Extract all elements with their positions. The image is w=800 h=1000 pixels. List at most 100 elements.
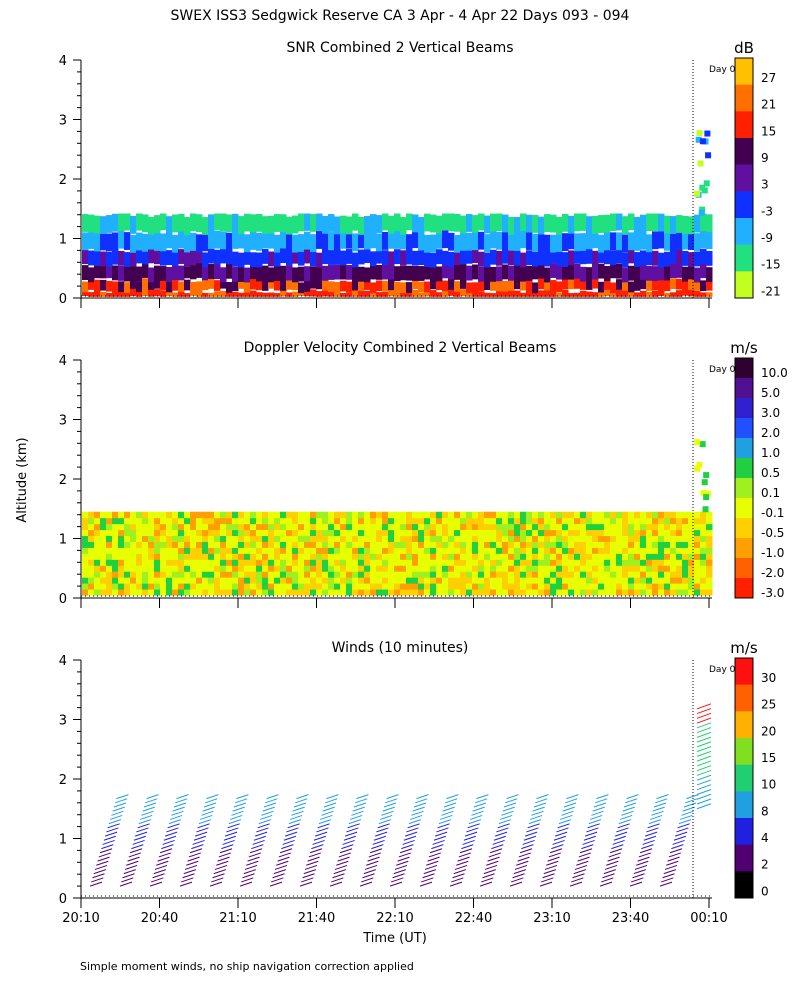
velocity-cell	[118, 517, 125, 525]
velocity-cell	[640, 571, 647, 578]
snr-cell	[628, 289, 635, 297]
velocity-cell	[226, 571, 233, 578]
velocity-cell	[526, 577, 533, 584]
wind-barb	[287, 823, 300, 829]
snr-cell	[550, 248, 557, 264]
velocity-cell	[286, 583, 293, 590]
colorbar-segment	[735, 358, 753, 379]
velocity-cell	[208, 559, 215, 566]
snr-cell	[532, 291, 539, 297]
velocity-cell	[388, 577, 395, 584]
velocity-cell	[598, 535, 605, 542]
velocity-cell	[376, 541, 383, 548]
wind-barb	[394, 864, 408, 870]
snr-cell	[214, 264, 221, 280]
wind-barb	[677, 823, 690, 829]
snr-cell	[208, 248, 215, 264]
wind-barb	[278, 852, 291, 858]
snr-cell	[142, 233, 149, 252]
velocity-cell	[250, 589, 257, 596]
wind-barb	[696, 736, 712, 743]
snr-cell	[484, 215, 491, 234]
velocity-cell	[124, 541, 131, 548]
velocity-cell	[100, 541, 107, 548]
velocity-cell	[454, 517, 461, 525]
snr-cell	[394, 231, 401, 249]
velocity-cell	[568, 541, 575, 548]
velocity-cell	[82, 565, 89, 572]
wind-barb	[175, 798, 188, 804]
velocity-cell	[172, 517, 179, 525]
wind-barb	[269, 881, 283, 887]
velocity-cell	[532, 589, 539, 596]
velocity-cell	[454, 589, 461, 596]
velocity-cell	[208, 565, 215, 572]
snr-cell	[598, 263, 605, 279]
velocity-cell	[292, 583, 299, 590]
velocity-cell	[702, 506, 709, 513]
velocity-cell	[436, 541, 443, 548]
snr-cell	[430, 234, 437, 253]
velocity-cell	[400, 559, 407, 566]
snr-cell	[244, 213, 251, 232]
velocity-cell	[430, 547, 437, 554]
velocity-cell	[136, 541, 143, 548]
snr-cell	[88, 292, 95, 297]
velocity-cell	[544, 529, 551, 537]
velocity-cell	[586, 523, 593, 531]
snr-cell	[100, 263, 107, 279]
velocity-cell	[688, 589, 695, 596]
velocity-cell	[628, 583, 635, 590]
snr-cell	[454, 250, 461, 266]
velocity-cell	[364, 511, 371, 519]
velocity-cell	[196, 583, 203, 590]
velocity-cell	[508, 547, 515, 554]
velocity-cell	[472, 541, 479, 548]
snr-cell	[346, 230, 353, 249]
velocity-cell	[442, 553, 449, 560]
snr-cell	[94, 263, 101, 279]
snr-cell	[220, 231, 227, 250]
velocity-cell	[202, 541, 209, 548]
velocity-cell	[202, 577, 209, 584]
velocity-cell	[646, 523, 653, 531]
wind-barb	[629, 881, 643, 887]
wind-barb	[111, 810, 124, 816]
velocity-cell	[538, 511, 545, 519]
velocity-cell	[466, 553, 473, 560]
velocity-cell	[496, 523, 503, 531]
wind-barb	[483, 869, 496, 875]
velocity-cell	[598, 523, 605, 531]
velocity-cell	[298, 559, 305, 566]
velocity-cell	[628, 571, 635, 578]
wind-barb	[509, 881, 523, 887]
snr-cell	[490, 213, 497, 232]
snr-cell	[496, 250, 503, 266]
velocity-cell	[496, 571, 503, 578]
velocity-cell	[250, 577, 257, 584]
velocity-cell	[148, 553, 155, 560]
wind-barb	[456, 860, 469, 866]
colorbar-segment	[735, 418, 753, 439]
velocity-cell	[382, 583, 389, 590]
snr-cell	[622, 289, 629, 297]
snr-cell	[232, 291, 239, 297]
velocity-cell	[556, 553, 563, 560]
snr-cell	[130, 278, 137, 289]
velocity-cell	[574, 529, 581, 537]
velocity-cell	[178, 517, 185, 525]
velocity-cell	[226, 529, 233, 537]
velocity-cell	[703, 472, 710, 479]
velocity-cell	[514, 589, 521, 596]
velocity-cell	[340, 559, 347, 566]
velocity-cell	[298, 571, 305, 578]
velocity-cell	[376, 511, 383, 519]
velocity-cell	[496, 511, 503, 519]
snr-cell	[316, 266, 323, 282]
velocity-cell	[100, 559, 107, 566]
velocity-cell	[256, 535, 263, 542]
velocity-cell	[112, 517, 119, 525]
velocity-cell	[508, 541, 515, 548]
